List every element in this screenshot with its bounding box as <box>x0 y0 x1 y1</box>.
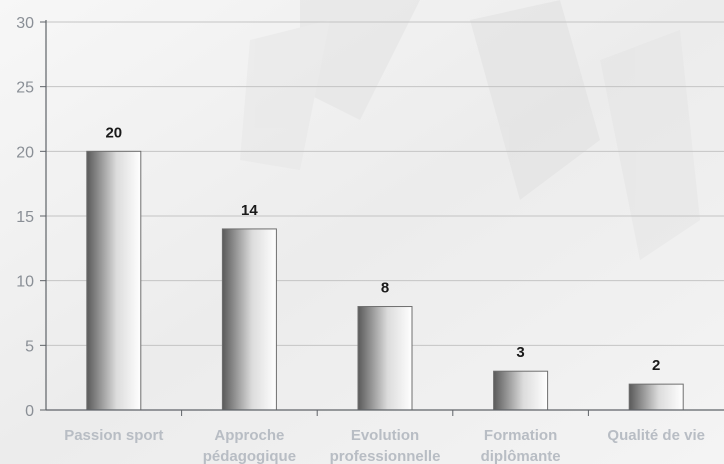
category-label: diplômante <box>481 448 561 464</box>
bar <box>493 370 549 411</box>
y-tick-label: 5 <box>25 338 34 355</box>
y-tick-label: 30 <box>16 15 34 32</box>
gridlines <box>46 21 724 346</box>
data-label: 2 <box>652 357 660 374</box>
bar <box>628 383 684 411</box>
category-label: pédagogique <box>203 448 296 464</box>
y-tick-label: 25 <box>16 80 34 97</box>
bar <box>221 228 277 411</box>
y-tick-label: 0 <box>25 403 34 420</box>
bars <box>86 150 684 411</box>
category-label: Approche <box>214 427 284 444</box>
labels: 0 5 10 15 20 25 30 20 Passion sport 14 Approche péd… <box>16 15 705 464</box>
data-label: 20 <box>105 124 122 141</box>
y-tick-label: 20 <box>16 144 34 161</box>
category-label: Evolution <box>351 427 419 444</box>
background-texture <box>240 0 700 260</box>
data-label: 14 <box>241 202 258 219</box>
category-label: Qualité de vie <box>607 427 705 444</box>
bar <box>86 150 142 411</box>
data-label: 8 <box>381 280 389 297</box>
category-label: professionnelle <box>330 448 441 464</box>
y-tick-label: 10 <box>16 274 34 291</box>
category-label: Passion sport <box>64 427 163 444</box>
axes <box>40 20 724 416</box>
bar <box>357 306 413 411</box>
data-label: 3 <box>516 344 524 361</box>
y-tick-label: 15 <box>16 209 34 226</box>
category-label: Formation <box>484 427 557 444</box>
